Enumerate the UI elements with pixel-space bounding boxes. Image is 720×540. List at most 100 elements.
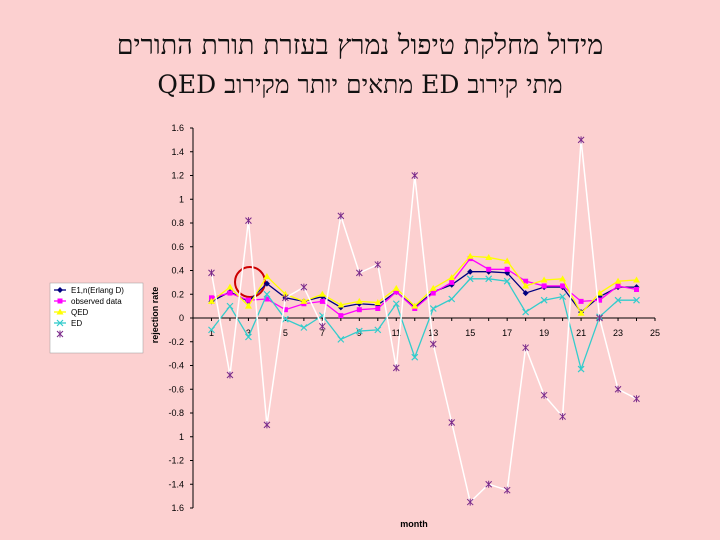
data-point-s4 <box>448 419 456 426</box>
y-tick-label: 0.4 <box>171 266 184 276</box>
data-point-s4 <box>485 480 493 488</box>
legend-label: ED <box>71 319 82 328</box>
y-tick-label: -0.2 <box>168 337 184 347</box>
y-tick-label: -0.4 <box>168 361 184 371</box>
data-point-s2 <box>633 276 641 283</box>
data-point-s4 <box>208 269 215 277</box>
series-line-1 <box>211 257 637 317</box>
data-point-s1 <box>634 287 640 292</box>
data-point-s2 <box>392 284 400 291</box>
data-point-s2 <box>540 276 548 283</box>
data-point-s1 <box>578 298 584 304</box>
data-point-s1 <box>430 290 436 296</box>
legend-marker <box>56 319 64 327</box>
data-point-s2 <box>466 252 474 259</box>
data-point-s1 <box>615 283 621 289</box>
data-point-s4 <box>300 283 308 291</box>
data-point-s4 <box>282 294 289 302</box>
y-tick-label: 0.8 <box>171 218 184 228</box>
x-tick-label: 17 <box>502 328 512 338</box>
legend-label: QED <box>71 308 89 317</box>
data-point-s3 <box>411 353 419 361</box>
y-tick-label: 1.6 <box>171 503 184 513</box>
series-line-4 <box>210 139 637 504</box>
x-tick-label: 11 <box>392 328 401 338</box>
data-point-s2 <box>281 290 289 297</box>
data-point-s1 <box>264 296 270 302</box>
data-point-s3 <box>263 290 271 298</box>
data-point-s4 <box>596 314 603 322</box>
data-point-s3 <box>337 335 345 343</box>
legend-label: observed data <box>71 297 122 306</box>
data-point-s2 <box>226 283 234 290</box>
data-point-s3 <box>281 315 289 323</box>
data-point-s1 <box>208 295 214 301</box>
data-point-s3 <box>245 333 252 341</box>
legend-marker <box>57 298 63 304</box>
data-point-s0 <box>263 280 270 287</box>
data-point-s1 <box>393 289 399 295</box>
data-point-s4 <box>245 217 252 225</box>
data-point-s2 <box>300 297 308 304</box>
data-point-s0 <box>467 268 474 275</box>
data-point-s4 <box>633 395 640 403</box>
data-point-s4 <box>429 340 437 348</box>
data-point-s1 <box>375 306 381 311</box>
x-tick-label: 9 <box>357 328 362 338</box>
data-point-s3 <box>577 365 585 373</box>
legend-marker <box>56 330 64 338</box>
data-point-s3 <box>300 324 308 331</box>
data-point-s3 <box>448 295 456 303</box>
legend-marker <box>57 287 63 293</box>
legend-label: E1,n(Erlang D) <box>71 286 124 295</box>
data-point-s3 <box>392 300 400 308</box>
data-point-s1 <box>486 266 492 272</box>
x-tick-label: 3 <box>246 328 251 338</box>
data-point-s1 <box>597 297 603 303</box>
data-point-s3 <box>540 296 548 304</box>
data-point-s2 <box>429 284 437 291</box>
data-point-s4 <box>466 498 474 506</box>
y-tick-label: 1.2 <box>171 171 184 181</box>
y-tick-label: 0.6 <box>171 242 184 252</box>
data-point-s2 <box>411 302 419 309</box>
highlight-circle <box>234 266 266 298</box>
y-tick-label: -0.6 <box>168 384 184 394</box>
data-point-s2 <box>207 297 215 304</box>
y-tick-label: 1 <box>179 194 184 204</box>
data-point-s4 <box>355 269 363 277</box>
series-line-2 <box>211 255 637 315</box>
data-point-s1 <box>227 290 233 296</box>
data-point-s3 <box>559 293 567 301</box>
data-point-s1 <box>338 313 344 319</box>
data-point-s3 <box>522 308 530 316</box>
data-point-s3 <box>208 326 215 334</box>
data-point-s0 <box>522 290 529 297</box>
data-point-s4 <box>577 136 585 144</box>
y-tick-label: -0.8 <box>168 408 184 418</box>
data-point-s3 <box>429 305 437 312</box>
data-point-s2 <box>485 253 493 260</box>
data-point-s4 <box>522 344 529 352</box>
data-point-s2 <box>318 290 326 297</box>
slide-title-line1: מידול מחלקת טיפול נמרץ בעזרת תורת התורים <box>116 30 604 61</box>
x-tick-label: 5 <box>283 328 288 338</box>
data-point-s4 <box>263 421 271 429</box>
y-tick-label: 1.6 <box>171 123 184 133</box>
y-axis-label: rejection rate <box>150 287 160 344</box>
data-point-s2 <box>614 277 622 284</box>
x-tick-label: 1 <box>209 328 214 338</box>
data-point-s1 <box>504 266 510 272</box>
data-point-s1 <box>449 279 455 285</box>
x-tick-label: 21 <box>576 328 586 338</box>
y-tick-label: 0.2 <box>171 289 184 299</box>
legend-marker <box>56 308 64 315</box>
data-point-s1 <box>560 283 566 289</box>
legend-box <box>49 282 144 354</box>
data-point-s2 <box>559 275 567 282</box>
data-point-s2 <box>263 272 271 279</box>
data-point-s1 <box>245 297 251 303</box>
y-tick-label: 1 <box>179 432 184 442</box>
x-tick-label: 23 <box>613 328 623 338</box>
series-line-3 <box>210 278 637 372</box>
